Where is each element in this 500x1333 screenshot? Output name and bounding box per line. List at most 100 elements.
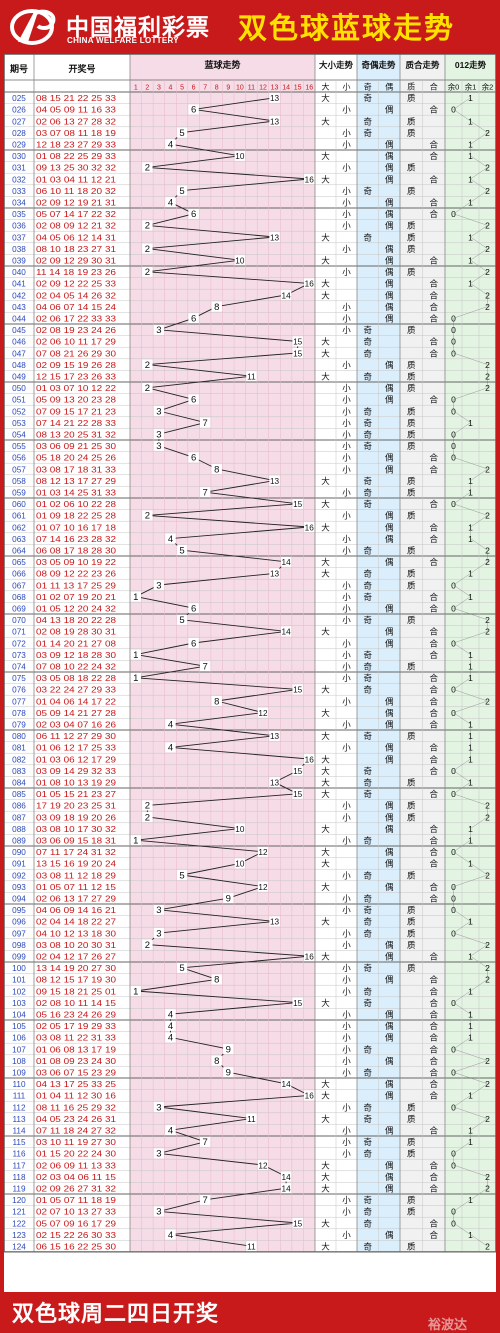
size-mark: 小 [342, 720, 351, 730]
draw-numbers-cell: 01 08 09 23 24 30 [36, 1057, 117, 1066]
period-cell: 035 [12, 210, 26, 219]
draw-numbers-cell: 02 06 10 11 17 29 [36, 338, 117, 347]
blue-ball-value: 16 [305, 755, 315, 764]
period-cell: 100 [12, 964, 26, 973]
draw-numbers-cell: 02 06 09 11 13 33 [36, 1161, 117, 1170]
size-mark: 大 [321, 290, 330, 300]
draw-numbers-cell: 09 13 25 30 32 32 [36, 164, 116, 173]
draw-numbers-cell: 01 02 06 10 22 28 [36, 500, 117, 509]
parity-mark: 奇 [363, 580, 372, 590]
period-cell: 087 [12, 813, 26, 822]
prime-mark: 合 [429, 604, 438, 614]
prime-mark: 合 [429, 1184, 438, 1194]
parity-mark: 偶 [385, 952, 394, 962]
prime-mark: 质 [407, 615, 416, 625]
period-cell: 086 [12, 802, 26, 811]
draw-numbers-cell: 02 09 12 19 21 31 [36, 199, 116, 208]
mod-mark: 1 [468, 778, 473, 788]
period-cell: 072 [12, 639, 26, 648]
blue-ball-bg [280, 556, 292, 567]
draw-numbers-cell: 02 09 15 19 26 28 [36, 361, 117, 370]
blue-ball-bg [246, 1113, 257, 1124]
blue-ball-bg [142, 382, 153, 393]
blue-ball-value: 5 [179, 546, 184, 557]
blue-ball-bg [199, 487, 211, 498]
blue-column-label: 2 [145, 85, 149, 92]
prime-mark: 合 [429, 975, 438, 985]
size-mark: 小 [342, 1137, 351, 1147]
parity-mark: 偶 [385, 256, 394, 266]
parity-trend-header: 奇偶走势 [361, 60, 396, 70]
blue-ball-value: 13 [270, 570, 280, 579]
period-cell: 058 [12, 477, 26, 486]
blue-ball-value: 10 [235, 825, 245, 834]
parity-mark: 偶 [385, 801, 394, 811]
size-mark: 小 [342, 105, 351, 115]
blue-ball-value: 11 [247, 1243, 256, 1252]
draw-numbers-cell: 01 15 20 22 24 30 [36, 1150, 117, 1159]
blue-ball-bg [176, 185, 188, 196]
period-cell: 052 [12, 407, 26, 416]
parity-mark: 偶 [385, 1184, 394, 1194]
parity-mark: 奇 [363, 337, 372, 347]
blue-ball-value: 4 [168, 534, 173, 545]
size-mark: 大 [321, 569, 330, 579]
parity-mark: 偶 [385, 812, 394, 822]
blue-ball-bg [165, 742, 176, 753]
parity-mark: 偶 [385, 1230, 394, 1240]
blue-column-label: 5 [180, 85, 184, 92]
blue-ball-bg [142, 812, 153, 822]
draw-numbers-cell: 03 22 24 27 29 33 [36, 686, 117, 695]
prime-mark: 合 [429, 1126, 438, 1136]
prime-mark: 质 [407, 430, 416, 440]
period-cell: 104 [12, 1011, 26, 1020]
parity-mark: 奇 [363, 116, 372, 126]
size-mark: 大 [321, 1160, 330, 1170]
period-cell: 033 [12, 187, 26, 196]
draw-numbers-cell: 05 09 13 20 23 28 [36, 396, 117, 405]
parity-mark: 奇 [363, 1068, 372, 1078]
period-cell: 085 [12, 790, 26, 799]
period-cell: 039 [12, 257, 26, 266]
blue-ball-value: 1 [133, 673, 138, 684]
prime-mark: 合 [429, 198, 438, 208]
blue-ball-value: 13 [270, 918, 280, 927]
blue-column-label: 13 [271, 85, 279, 92]
size-mark: 小 [342, 221, 351, 231]
draw-numbers-cell: 07 11 17 24 31 32 [36, 848, 116, 857]
period-cell: 032 [12, 175, 26, 184]
parity-mark: 奇 [363, 1218, 372, 1228]
draw-numbers-cell: 03 10 11 19 27 30 [36, 1138, 117, 1147]
mod-mark: 1 [468, 754, 473, 764]
mod-mark: 1 [468, 673, 473, 683]
draw-numbers-cell: 06 15 16 22 25 30 [36, 1243, 117, 1252]
mod-mark: 1 [468, 488, 473, 498]
parity-mark: 奇 [363, 917, 372, 927]
prime-mark: 质 [407, 1114, 416, 1124]
size-mark: 小 [342, 975, 351, 985]
prime-mark: 质 [407, 917, 416, 927]
size-mark: 大 [321, 372, 330, 382]
period-cell: 042 [12, 291, 26, 300]
blue-ball-value: 7 [203, 1137, 208, 1148]
blue-ball-bg [153, 406, 165, 416]
mod-mark: 1 [468, 1033, 473, 1043]
blue-ball-bg [223, 893, 234, 904]
parity-mark: 偶 [385, 395, 394, 405]
blue-ball-bg [304, 278, 315, 289]
blue-ball-value: 7 [203, 418, 208, 429]
draw-numbers-cell: 02 08 19 23 24 26 [36, 326, 117, 335]
mod-mark: 1 [468, 836, 473, 846]
parity-mark: 奇 [363, 476, 372, 486]
mod-mark: 2 [485, 244, 490, 254]
period-cell: 095 [12, 906, 26, 915]
period-cell: 115 [12, 1138, 25, 1147]
draw-numbers-cell: 01 05 15 21 23 27 [36, 790, 116, 799]
prime-mark: 质 [407, 778, 416, 788]
draw-numbers-cell: 01 05 12 20 24 32 [36, 605, 116, 614]
parity-mark: 奇 [363, 1114, 372, 1124]
draw-numbers-cell: 17 19 20 23 25 31 [36, 802, 116, 811]
period-cell: 073 [12, 651, 26, 660]
period-cell: 122 [12, 1219, 26, 1228]
numbers-header: 开奖号 [68, 63, 95, 74]
